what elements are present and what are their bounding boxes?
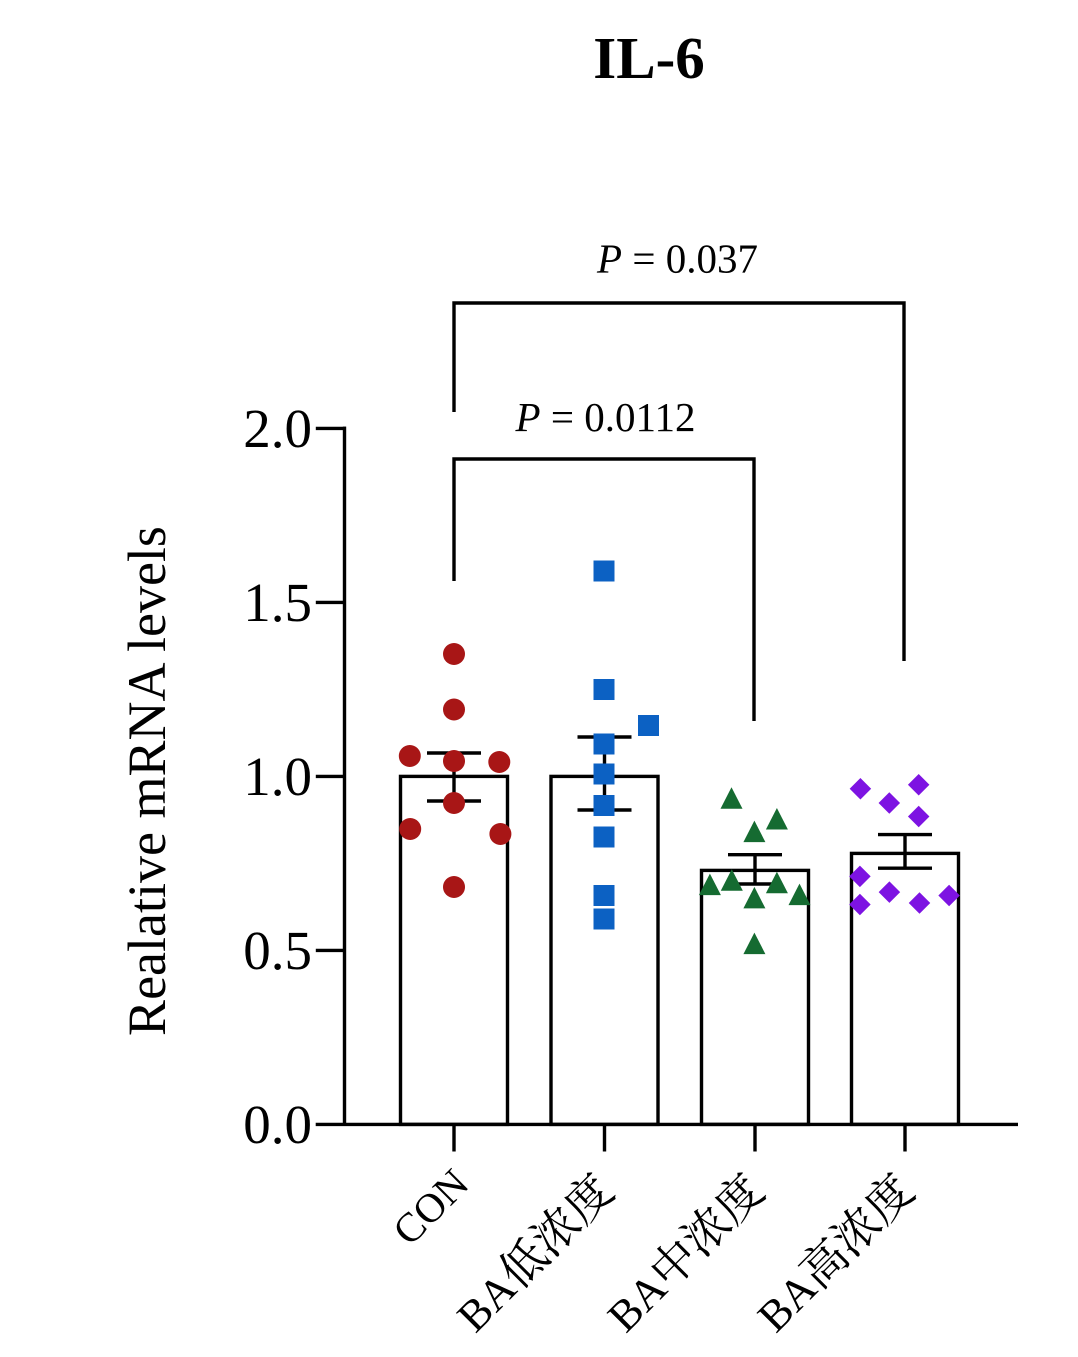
svg-text:IL-6: IL-6	[593, 25, 704, 91]
svg-text:P = 0.0112: P = 0.0112	[515, 394, 696, 440]
svg-text:2.0: 2.0	[243, 398, 312, 459]
svg-text:1.0: 1.0	[243, 746, 312, 807]
svg-text:P = 0.037: P = 0.037	[596, 236, 758, 282]
svg-text:0.5: 0.5	[243, 920, 312, 981]
svg-text:Realative mRNA levels: Realative mRNA levels	[117, 526, 177, 1036]
svg-text:1.5: 1.5	[243, 572, 312, 633]
svg-text:0.0: 0.0	[243, 1094, 312, 1155]
